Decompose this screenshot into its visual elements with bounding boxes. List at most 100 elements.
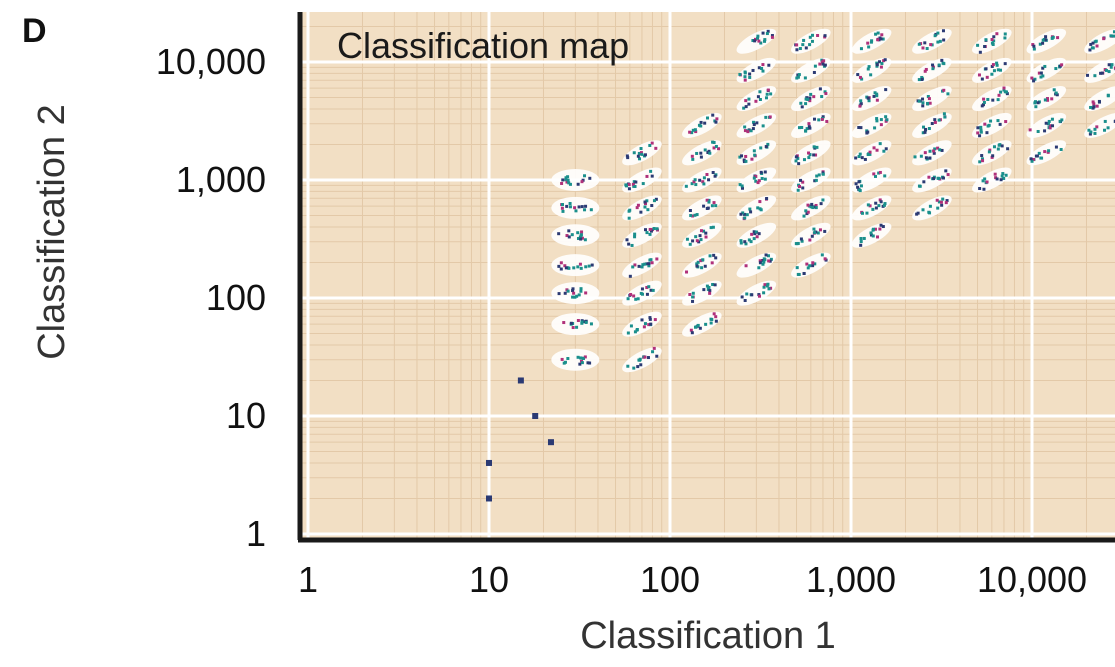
cluster-point bbox=[576, 231, 579, 234]
cluster-point bbox=[633, 151, 636, 154]
cluster-point bbox=[707, 207, 710, 210]
cluster-point bbox=[648, 316, 651, 319]
cluster-point bbox=[759, 207, 762, 210]
cluster-point bbox=[859, 76, 862, 79]
cluster-point bbox=[825, 120, 828, 123]
cluster-point bbox=[700, 266, 703, 269]
cluster-point bbox=[588, 362, 591, 365]
cluster-point bbox=[929, 205, 932, 208]
cluster-point bbox=[565, 266, 568, 269]
cluster-point bbox=[1051, 124, 1054, 127]
cluster-point bbox=[1093, 132, 1096, 135]
cluster-point bbox=[711, 261, 714, 264]
cluster-point bbox=[749, 210, 752, 213]
cluster-point bbox=[879, 171, 882, 174]
cluster-point bbox=[651, 350, 654, 353]
cluster-point bbox=[798, 185, 801, 188]
cluster-point bbox=[694, 235, 697, 238]
cluster-point bbox=[578, 205, 581, 208]
cluster-point bbox=[759, 98, 762, 101]
cluster-point bbox=[743, 75, 746, 78]
cluster-point bbox=[1089, 43, 1092, 46]
cluster-point bbox=[584, 291, 587, 294]
cluster-point bbox=[981, 78, 984, 81]
cluster-point bbox=[762, 291, 765, 294]
cluster-point bbox=[637, 155, 640, 158]
cluster-point bbox=[653, 347, 656, 350]
cluster-point bbox=[626, 365, 629, 368]
cluster-point bbox=[978, 187, 981, 190]
cluster-point bbox=[588, 177, 591, 180]
cluster-point bbox=[572, 326, 575, 329]
cluster-point bbox=[942, 177, 945, 180]
cluster-point bbox=[764, 178, 767, 181]
cluster-point bbox=[654, 318, 657, 321]
cluster-point bbox=[590, 208, 593, 211]
cluster-point bbox=[1055, 92, 1058, 95]
x-tick-label: 1 bbox=[298, 559, 318, 600]
cluster-point bbox=[700, 238, 703, 241]
cluster-point bbox=[856, 186, 859, 189]
cluster-point bbox=[795, 48, 798, 51]
cluster-point bbox=[712, 254, 715, 257]
cluster-point bbox=[918, 78, 921, 81]
cluster-point bbox=[815, 175, 818, 178]
cluster-point bbox=[809, 93, 812, 96]
cluster-point bbox=[692, 129, 695, 132]
cluster-point bbox=[579, 290, 582, 293]
cluster-point bbox=[869, 73, 872, 76]
cluster-point bbox=[567, 179, 570, 182]
cluster-point bbox=[640, 147, 643, 150]
cluster-point bbox=[921, 98, 924, 101]
cluster-point bbox=[940, 204, 943, 207]
data-point bbox=[532, 413, 538, 419]
cluster-point bbox=[758, 179, 761, 182]
cluster-point bbox=[880, 37, 883, 40]
cluster-point bbox=[997, 98, 1000, 101]
cluster-point bbox=[855, 182, 858, 185]
cluster-point bbox=[1052, 36, 1055, 39]
cluster-point bbox=[868, 65, 871, 68]
cluster-point bbox=[584, 238, 587, 241]
cluster-point bbox=[824, 64, 827, 67]
cluster-point bbox=[820, 95, 823, 98]
cluster-point bbox=[795, 43, 798, 46]
cluster-point bbox=[750, 158, 753, 161]
cluster-point bbox=[884, 88, 887, 91]
cluster-point bbox=[944, 169, 947, 172]
cluster-point bbox=[649, 228, 652, 231]
cluster-point bbox=[878, 228, 881, 231]
cluster-point bbox=[805, 46, 808, 49]
cluster-point bbox=[1053, 88, 1056, 91]
cluster-point bbox=[985, 67, 988, 70]
cluster-point bbox=[767, 259, 770, 262]
cluster-point bbox=[1041, 74, 1044, 77]
cluster-point bbox=[579, 263, 582, 266]
cluster-point bbox=[934, 121, 937, 124]
cluster-point bbox=[800, 237, 803, 240]
cluster-point bbox=[557, 265, 560, 268]
cluster-point bbox=[988, 150, 991, 153]
cluster-point bbox=[763, 286, 766, 289]
cluster-point bbox=[1099, 72, 1102, 75]
cluster-point bbox=[1043, 150, 1046, 153]
cluster-point bbox=[633, 233, 636, 236]
cluster-halo bbox=[551, 349, 599, 371]
cluster-point bbox=[714, 175, 717, 178]
cluster-point bbox=[867, 97, 870, 100]
cluster-point bbox=[796, 266, 799, 269]
cluster-point bbox=[577, 356, 580, 359]
cluster-point bbox=[753, 177, 756, 180]
cluster-point bbox=[1093, 128, 1096, 131]
cluster-point bbox=[808, 43, 811, 46]
cluster-point bbox=[655, 355, 658, 358]
cluster-point bbox=[931, 67, 934, 70]
cluster-point bbox=[880, 123, 883, 126]
cluster-point bbox=[999, 69, 1002, 72]
cluster-point bbox=[761, 263, 764, 266]
cluster-point bbox=[876, 38, 879, 41]
cluster-halo bbox=[551, 224, 599, 246]
cluster-point bbox=[741, 295, 744, 298]
y-axis-label: Classification 2 bbox=[31, 104, 73, 360]
cluster-point bbox=[685, 185, 688, 188]
